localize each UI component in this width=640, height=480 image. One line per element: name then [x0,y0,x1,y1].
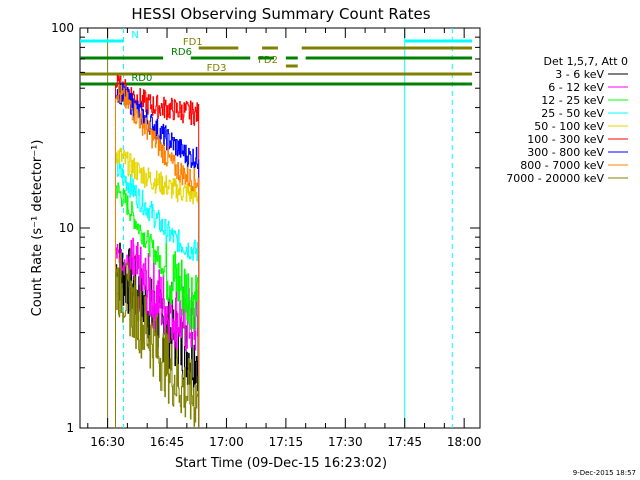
legend-entry-label: 12 - 25 keV [541,94,604,107]
x-tick-label: 16:45 [150,435,185,449]
legend-title: Det 1,5,7, Att 0 [544,55,628,68]
y-axis: 1 10 100 [51,21,480,435]
legend-entry-label: 50 - 100 keV [534,120,604,133]
flag-label: FD1 [183,37,203,48]
flag-label: N [131,30,138,41]
timestamp: 9-Dec-2015 18:57 [573,469,636,477]
x-tick-label: 17:00 [209,435,244,449]
observing-flags: N FD1 FD2 FD3 RD0 RD6 [80,30,473,86]
series-line-4 [115,147,200,428]
data-series [115,74,200,428]
legend-entry-label: 25 - 50 keV [541,107,604,120]
legend-entry-label: 800 - 7000 keV [520,159,604,172]
x-tick-label: 18:00 [447,435,482,449]
y-tick-label: 10 [59,221,74,235]
vertical-markers [107,28,453,428]
legend-entry-label: 7000 - 20000 keV [506,172,604,185]
flag-label: RD6 [171,47,192,58]
legend-entry-label: 300 - 800 keV [527,146,604,159]
y-tick-label: 100 [51,21,74,35]
x-axis: 16:30 16:45 17:00 17:15 17:30 17:45 18:00 [87,28,482,449]
chart-title: HESSI Observing Summary Count Rates [131,5,430,23]
legend-entry-label: 3 - 6 keV [555,68,604,81]
legend-entry-label: 100 - 300 keV [527,133,604,146]
y-axis-label: Count Rate (s⁻¹ detector⁻¹) [30,140,45,317]
series-line-3 [115,156,200,428]
flag-label: FD2 [258,55,278,66]
y-tick-label: 1 [66,421,74,435]
x-tick-label: 16:30 [90,435,125,449]
x-tick-label: 17:45 [387,435,422,449]
x-tick-label: 17:15 [269,435,304,449]
series-line-7 [115,84,200,428]
x-tick-label: 17:30 [328,435,363,449]
legend-entry-label: 6 - 12 keV [548,81,604,94]
flag-label: RD0 [131,73,152,84]
series-line-6 [115,82,200,428]
series-line-8 [115,252,200,428]
flag-label: FD3 [207,63,227,74]
series-line-2 [115,182,200,428]
x-axis-label: Start Time (09-Dec-15 16:23:02) [175,456,387,471]
